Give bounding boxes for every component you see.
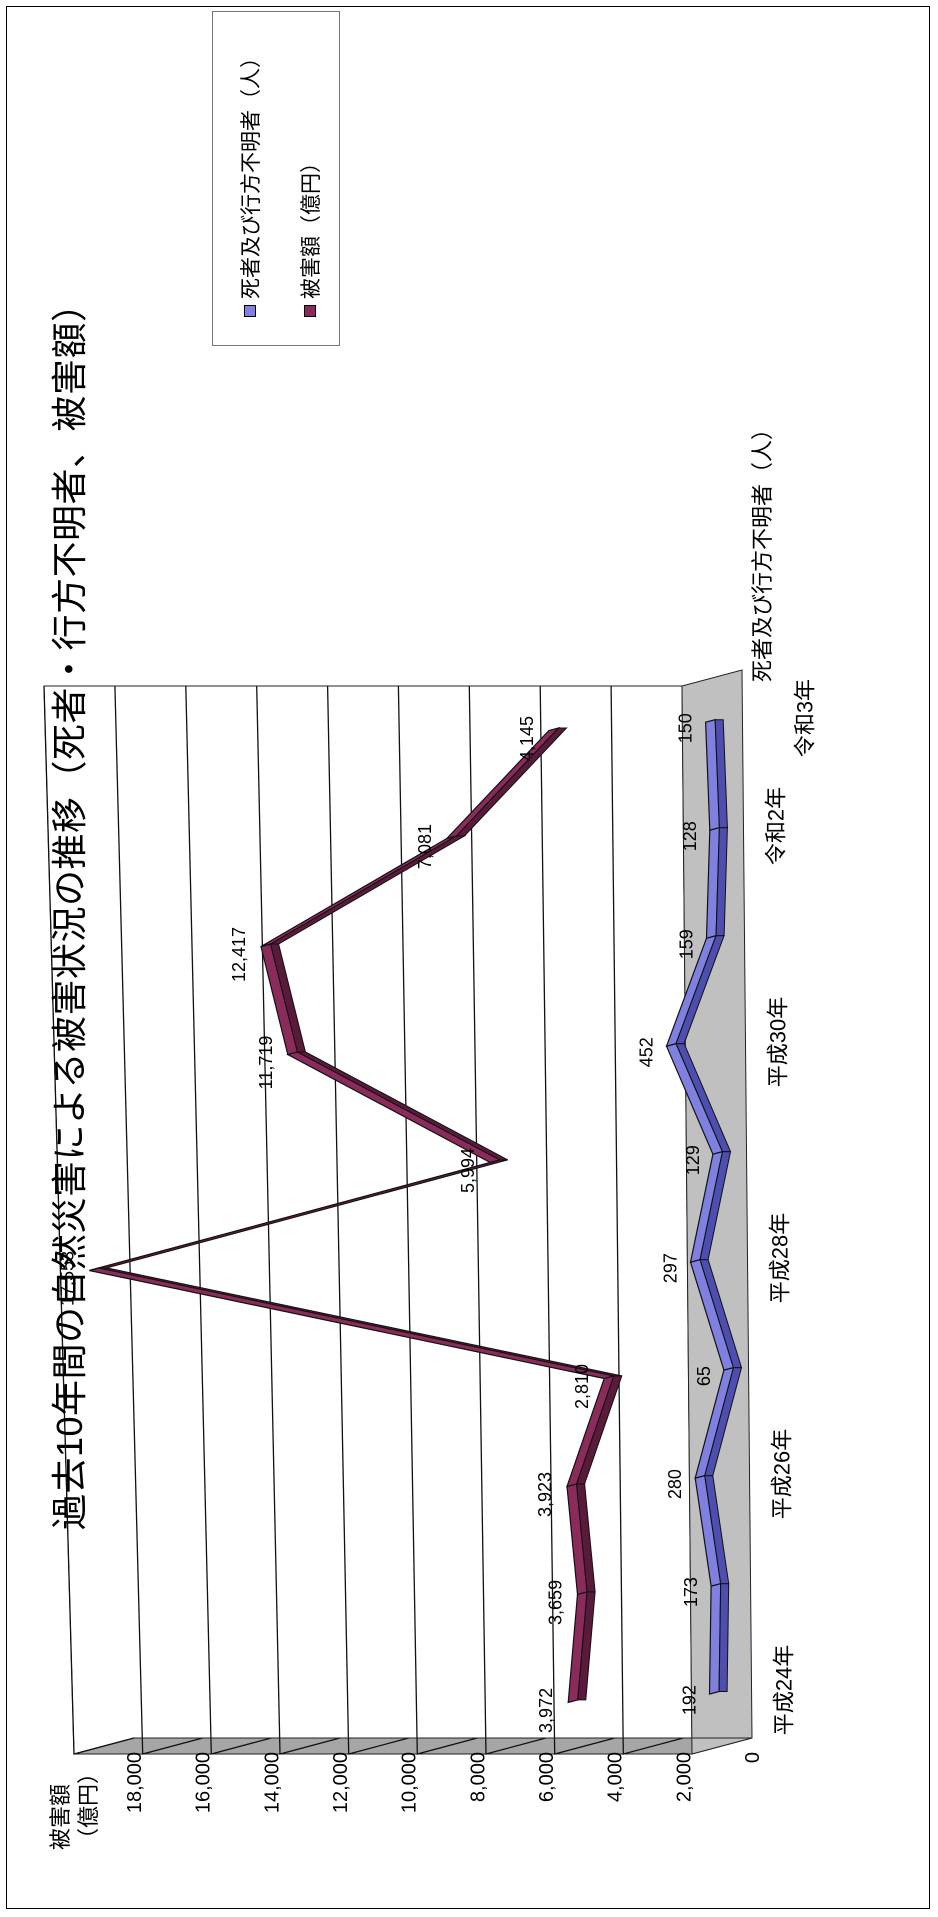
gridline: [256, 685, 341, 1755]
damage-data-label: 11,719: [256, 1036, 276, 1090]
damage-series: [89, 726, 623, 1704]
legend-label-damage: 被害額（億円）: [300, 152, 323, 299]
deaths-data-label: 150: [676, 713, 696, 743]
gridline: [610, 685, 684, 1755]
legend-item-damage: 被害額（億円）: [295, 152, 325, 317]
y-tick-label: 6,000: [536, 1752, 558, 1802]
y-tick-label: 10,000: [399, 1752, 421, 1813]
deaths-edge: [718, 1583, 730, 1692]
damage-data-label: 3,923: [535, 1472, 555, 1517]
gridline: [185, 685, 272, 1755]
deaths-data-label: 159: [677, 929, 697, 959]
legend-swatch-damage: [304, 305, 316, 317]
damage-data-label: 12,417: [229, 927, 249, 982]
damage-data-label: 4,145: [517, 716, 537, 761]
x-tick-label: 令和3年: [792, 679, 817, 757]
deaths-data-label: 65: [694, 1366, 714, 1386]
damage-data-label: 3,972: [536, 1688, 556, 1733]
gridline: [468, 685, 547, 1755]
depth-axis-label: 死者及び行方不明者（人）: [750, 418, 775, 682]
deaths-data-label: 452: [636, 1037, 656, 1067]
gridline: [43, 685, 135, 1755]
chart-title: 過去10年間の自然災害による被害状況の推移（死者・行方不明者、被害額）: [49, 285, 90, 1530]
x-tick-label: 令和2年: [763, 787, 788, 865]
y-tick-label: 14,000: [261, 1752, 283, 1813]
y-tick-label: 8,000: [467, 1752, 489, 1802]
x-tick-label: 平成30年: [765, 997, 790, 1087]
x-tick-label: 平成26年: [770, 1429, 795, 1519]
damage-data-label: 3,659: [546, 1580, 566, 1625]
y-tick-label: 4,000: [605, 1752, 627, 1802]
damage-data-label: 2,810: [572, 1364, 592, 1409]
chart-frame: 0 2,000 4,000 6,000 8,000 10,000 12,000 14,000 1…: [6, 6, 930, 1909]
gridline: [397, 685, 478, 1755]
y-axis-label-line1: 被害額: [48, 1783, 73, 1850]
legend: 死者及び行方不明者（人） 被害額（億円）: [212, 11, 340, 346]
chart-rotated-canvas: 0 2,000 4,000 6,000 8,000 10,000 12,000 14,000 1…: [7, 7, 931, 1910]
legend-item-deaths: 死者及び行方不明者（人）: [235, 47, 265, 317]
damage-edge: [455, 727, 568, 837]
y-tick-label: 12,000: [330, 1752, 352, 1813]
y-tick-label: 18,000: [124, 1752, 146, 1813]
gridline: [539, 685, 615, 1755]
deaths-data-label: 297: [661, 1253, 681, 1283]
legend-swatch-deaths: [244, 305, 256, 317]
deaths-data-label: 128: [680, 821, 700, 851]
legend-label-deaths: 死者及び行方不明者（人）: [240, 47, 263, 299]
chart-svg: 0 2,000 4,000 6,000 8,000 10,000 12,000 14,000 1…: [43, 418, 817, 1813]
y-axis-label-line2: （億円）: [76, 1761, 101, 1850]
y-tick-label: 2,000: [673, 1752, 695, 1802]
gridline: [114, 685, 203, 1755]
gridline: [326, 685, 409, 1755]
damage-data-label: 17,553: [57, 1251, 77, 1306]
x-tick-label: 平成24年: [772, 1645, 797, 1735]
y-tick-label: 16,000: [193, 1752, 215, 1813]
deaths-data-label: 129: [683, 1145, 703, 1175]
damage-data-label: 7,081: [415, 824, 435, 869]
damage-data-label: 5,994: [458, 1148, 478, 1193]
y-tick-label: 0: [742, 1752, 764, 1763]
deaths-data-label: 173: [681, 1577, 701, 1607]
deaths-data-label: 192: [680, 1685, 700, 1715]
x-tick-label: 平成28年: [768, 1213, 793, 1303]
deaths-edge: [714, 719, 728, 829]
deaths-series: [665, 718, 743, 1695]
y-axis-label: 被害額 （億円）: [47, 1730, 103, 1850]
deaths-data-label: 280: [665, 1469, 685, 1499]
